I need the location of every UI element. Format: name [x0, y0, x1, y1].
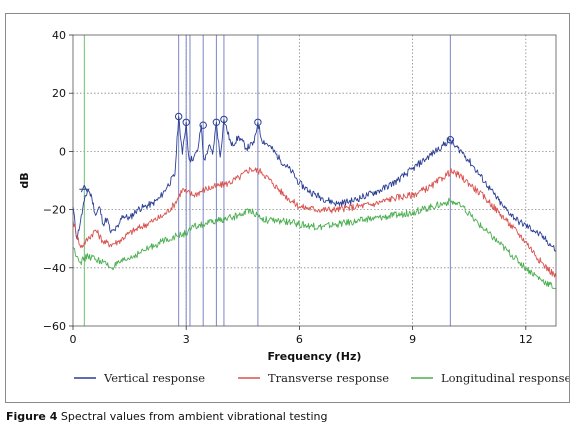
y-tick-label: −40: [43, 262, 66, 275]
peak-marker: [182, 118, 190, 127]
peak-marker: [254, 118, 262, 127]
series-line-1: [72, 116, 557, 252]
x-tick-label: 3: [183, 333, 190, 346]
caption-text: Spectral values from ambient vibrational…: [60, 410, 328, 423]
star-marker: [79, 185, 90, 193]
peak-vertical-lines: [83, 35, 451, 326]
axis-ticks: 0 3 6 9 12 −60 −40 −20 0 20 40: [43, 29, 533, 346]
series-line-3: [72, 197, 557, 290]
y-tick-label: −20: [43, 204, 66, 217]
peak-marker: [446, 136, 455, 144]
series-line-2: [72, 167, 557, 278]
y-tick-label: 20: [52, 87, 66, 100]
grid: [73, 35, 556, 326]
peak-marker: [199, 121, 207, 129]
y-tick-label: −60: [43, 320, 66, 333]
legend-label: Longitudinal response: [441, 371, 569, 385]
y-tick-label: 40: [52, 29, 66, 42]
peak-markers: [79, 112, 455, 193]
peak-marker: [174, 112, 183, 121]
caption-label: Figure 4: [6, 410, 58, 423]
x-tick-label: 0: [70, 333, 77, 346]
series-lines: [72, 116, 557, 290]
plot-area-border: [72, 34, 557, 327]
x-tick-label: 12: [519, 333, 533, 346]
x-tick-label: 9: [409, 333, 416, 346]
legend-label: Vertical response: [103, 371, 205, 385]
chart-frame: 0 3 6 9 12 −60 −40 −20 0 20 40 Frequency (Hz) dB V…: [5, 13, 570, 403]
y-tick-label: 0: [59, 145, 66, 158]
x-tick-label: 6: [296, 333, 303, 346]
x-axis-label: Frequency (Hz): [268, 350, 362, 363]
figure-caption: Figure 4 Spectral values from ambient vi…: [6, 410, 328, 423]
legend-label: Transverse response: [268, 371, 389, 385]
y-axis-label: dB: [18, 172, 31, 188]
peak-marker: [220, 115, 228, 124]
spectral-chart: 0 3 6 9 12 −60 −40 −20 0 20 40 Frequency (Hz) dB V…: [18, 29, 569, 385]
legend: Vertical response Transverse response Long…: [74, 371, 569, 385]
peak-marker: [212, 118, 221, 127]
